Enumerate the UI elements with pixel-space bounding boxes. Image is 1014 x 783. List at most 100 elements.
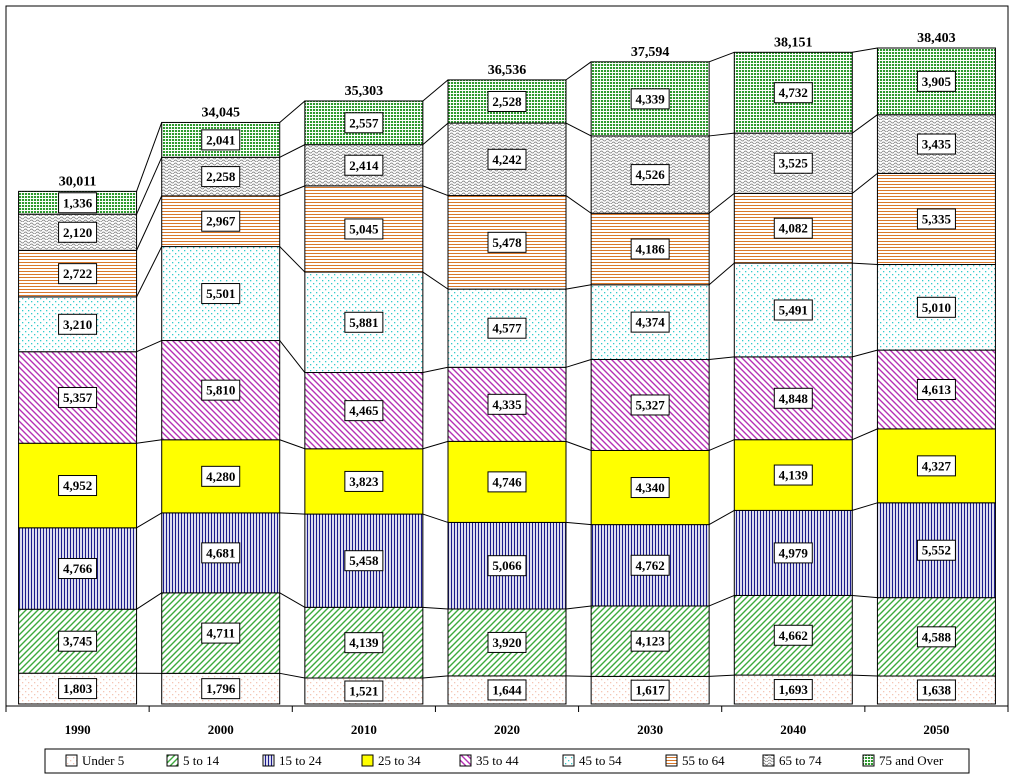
legend-swatch: [167, 755, 178, 766]
data-label: 3,905: [922, 74, 952, 89]
legend-swatch: [863, 755, 874, 766]
total-label: 38,403: [917, 31, 956, 46]
data-label: 4,762: [636, 558, 665, 573]
data-label: 5,010: [922, 300, 951, 315]
data-label: 1,796: [206, 681, 236, 696]
data-label: 4,374: [636, 315, 666, 330]
data-label: 2,120: [63, 225, 92, 240]
data-label: 4,732: [779, 85, 808, 100]
data-label: 5,327: [636, 397, 666, 412]
data-label: 5,501: [206, 286, 235, 301]
data-label: 4,242: [492, 152, 521, 167]
data-label: 1,638: [922, 683, 952, 698]
legend-label: 25 to 34: [378, 753, 421, 768]
data-label: 4,662: [779, 628, 808, 643]
data-label: 5,066: [492, 558, 522, 573]
data-label: 5,045: [349, 221, 379, 236]
data-label: 2,722: [63, 266, 92, 281]
legend-label: Under 5: [82, 753, 124, 768]
data-label: 1,803: [63, 681, 93, 696]
data-label: 4,848: [779, 391, 809, 406]
total-label: 34,045: [201, 105, 240, 120]
total-label: 30,011: [59, 174, 97, 189]
data-label: 5,458: [349, 553, 379, 568]
data-label: 1,644: [492, 682, 522, 697]
data-label: 4,577: [492, 321, 522, 336]
data-label: 4,327: [922, 458, 952, 473]
legend-label: 15 to 24: [279, 753, 322, 768]
data-label: 3,823: [349, 474, 379, 489]
data-label: 4,588: [922, 629, 952, 644]
x-tick-label: 2000: [208, 722, 234, 737]
x-tick-label: 2020: [494, 722, 520, 737]
data-label: 5,357: [63, 390, 93, 405]
x-tick-label: 2030: [637, 722, 663, 737]
data-label: 4,123: [636, 634, 666, 649]
total-label: 36,536: [488, 63, 527, 78]
legend-label: 75 and Over: [879, 753, 944, 768]
data-label: 1,521: [349, 684, 378, 699]
data-label: 3,525: [779, 156, 809, 171]
data-label: 4,339: [636, 91, 666, 106]
data-label: 2,258: [206, 169, 236, 184]
data-label: 4,681: [206, 545, 235, 560]
data-label: 4,526: [636, 167, 666, 182]
legend-label: 45 to 54: [579, 753, 622, 768]
legend-label: 65 to 74: [779, 753, 822, 768]
data-label: 5,491: [779, 302, 808, 317]
legend-swatch: [666, 755, 677, 766]
data-label: 3,745: [63, 634, 93, 649]
legend-swatch: [563, 755, 574, 766]
legend-swatch: [763, 755, 774, 766]
data-label: 3,435: [922, 137, 952, 152]
legend-label: 35 to 44: [476, 753, 519, 768]
data-label: 4,952: [63, 478, 92, 493]
data-label: 4,186: [636, 242, 666, 257]
data-label: 2,041: [206, 132, 235, 147]
legend-swatch: [362, 755, 373, 766]
data-label: 1,617: [636, 683, 666, 698]
legend-swatch: [460, 755, 471, 766]
data-label: 5,881: [349, 315, 378, 330]
data-label: 1,693: [779, 682, 809, 697]
data-label: 4,335: [492, 397, 522, 412]
data-label: 4,746: [492, 474, 522, 489]
total-label: 38,151: [774, 35, 813, 50]
x-axis: 1990 2000 2010 2020 2030 2040 2050: [6, 706, 1008, 737]
legend-label: 55 to 64: [682, 753, 725, 768]
data-label: 5,552: [922, 543, 951, 558]
data-label: 4,613: [922, 382, 952, 397]
data-label: 2,967: [206, 214, 236, 229]
legend-swatch: [263, 755, 274, 766]
data-label: 4,082: [779, 221, 808, 236]
data-label: 2,528: [492, 94, 522, 109]
data-label: 5,335: [922, 211, 952, 226]
data-label: 4,465: [349, 403, 379, 418]
data-label: 3,920: [492, 635, 521, 650]
data-label: 4,979: [779, 545, 809, 560]
data-label: 4,766: [63, 561, 93, 576]
data-label: 2,557: [349, 115, 379, 130]
data-label: 4,340: [636, 480, 665, 495]
data-label: 3,210: [63, 317, 92, 332]
legend-swatch: [66, 755, 77, 766]
data-label: 4,280: [206, 469, 235, 484]
x-tick-label: 2040: [780, 722, 806, 737]
legend: Under 5 5 to 14 15 to 24 25 to 34 35 to 44 45…: [45, 749, 969, 773]
legend-label: 5 to 14: [183, 753, 220, 768]
x-tick-label: 1990: [65, 722, 91, 737]
data-label: 5,810: [206, 383, 235, 398]
total-label: 35,303: [345, 84, 384, 99]
x-tick-label: 2010: [351, 722, 377, 737]
data-label: 4,139: [779, 468, 809, 483]
total-label: 37,594: [631, 45, 670, 60]
data-label: 2,414: [349, 158, 379, 173]
data-label: 4,711: [206, 626, 235, 641]
data-label: 4,139: [349, 635, 379, 650]
bars: [19, 48, 996, 704]
x-tick-label: 2050: [923, 722, 949, 737]
data-label: 1,336: [63, 195, 93, 210]
data-label: 5,478: [492, 235, 522, 250]
